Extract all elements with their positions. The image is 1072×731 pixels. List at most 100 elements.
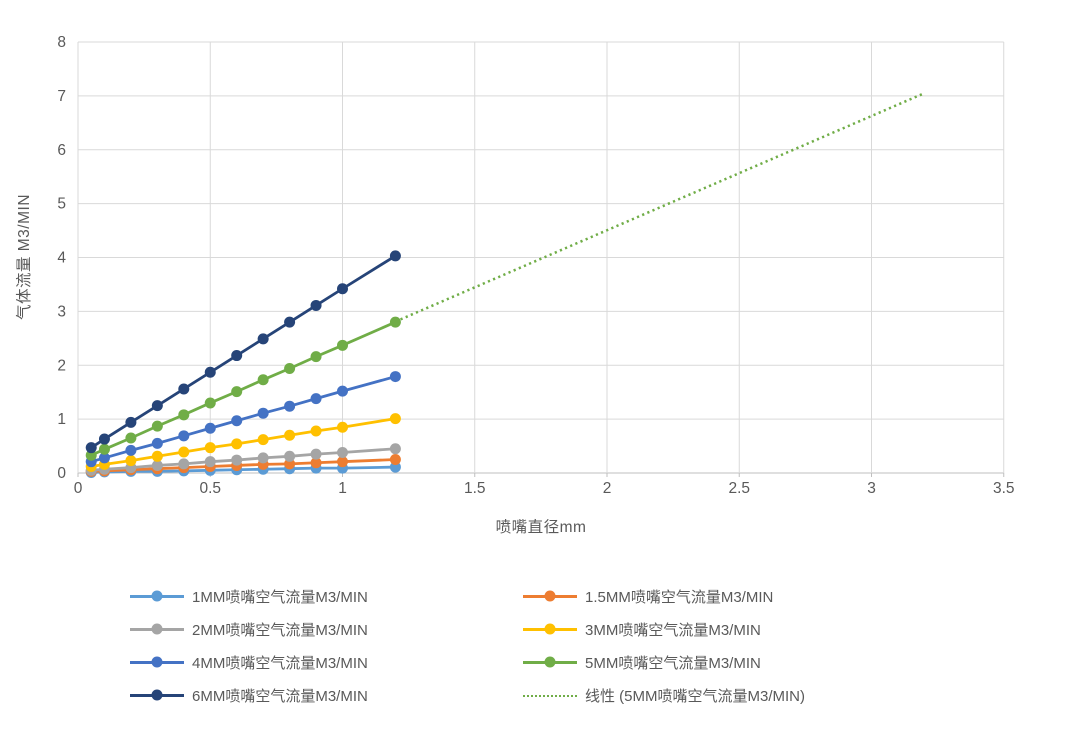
data-point-marker	[337, 339, 348, 351]
data-point-marker	[231, 454, 243, 466]
data-point-marker	[231, 386, 243, 398]
data-point-marker	[310, 351, 322, 363]
data-point-marker	[204, 366, 216, 378]
data-point-marker	[85, 449, 97, 461]
data-point-marker	[151, 450, 163, 462]
svg-text:5: 5	[57, 196, 66, 213]
legend-item-6mm: 6MM喷嘴空气流量M3/MIN	[130, 685, 523, 706]
data-point-marker	[389, 316, 401, 328]
data-point-marker	[125, 432, 137, 444]
data-point-marker	[98, 452, 110, 464]
data-point-marker	[337, 283, 348, 295]
data-point-marker	[284, 400, 296, 412]
data-point-marker	[125, 455, 137, 467]
data-point-marker	[178, 409, 190, 421]
data-point-marker	[178, 446, 190, 458]
legend-item-5mm: 5MM喷嘴空气流量M3/MIN	[523, 652, 805, 673]
data-point-marker	[284, 362, 296, 374]
svg-text:2.5: 2.5	[728, 480, 750, 497]
data-point-marker	[337, 421, 348, 433]
data-point-marker	[178, 383, 190, 395]
data-point-marker	[389, 371, 401, 383]
data-point-marker	[389, 413, 401, 425]
data-point-marker	[257, 374, 269, 386]
svg-text:3.5: 3.5	[993, 480, 1015, 497]
svg-text:6: 6	[57, 142, 66, 159]
data-point-marker	[204, 456, 216, 468]
data-point-marker	[231, 350, 243, 362]
y-axis-tick-labels: 0 1 2 3 4 5 6 7 8	[57, 34, 66, 482]
legend-item-2mm: 2MM喷嘴空气流量M3/MIN	[130, 619, 523, 640]
data-point-marker	[310, 457, 322, 469]
data-point-marker	[98, 443, 110, 455]
trendline-5mm	[394, 92, 925, 323]
svg-text:0.5: 0.5	[199, 480, 221, 497]
svg-text:0: 0	[74, 480, 83, 497]
svg-text:7: 7	[57, 88, 66, 105]
data-point-marker	[337, 385, 348, 397]
data-point-marker	[310, 299, 322, 311]
series-5	[85, 371, 401, 468]
legend-label: 线性 (5MM喷嘴空气流量M3/MIN)	[585, 688, 805, 705]
data-point-marker	[389, 454, 401, 466]
data-point-marker	[85, 442, 97, 454]
svg-text:1: 1	[338, 480, 347, 497]
data-point-marker	[257, 333, 269, 345]
legend-item-1mm: 1MM喷嘴空气流量M3/MIN	[130, 586, 523, 607]
data-point-marker	[389, 443, 401, 455]
data-point-marker	[98, 433, 110, 445]
series-6	[85, 316, 401, 461]
data-point-marker	[337, 447, 348, 459]
data-point-marker	[151, 420, 163, 432]
data-point-marker	[151, 437, 163, 449]
data-point-marker	[204, 397, 216, 409]
data-point-marker	[257, 452, 269, 464]
legend-item-trendline-5mm: 线性 (5MM喷嘴空气流量M3/MIN)	[523, 685, 805, 706]
legend-line-marker-icon	[130, 628, 184, 631]
legend-line-marker-icon	[130, 694, 184, 697]
svg-text:0: 0	[57, 465, 66, 482]
data-point-marker	[337, 456, 348, 468]
data-point-marker	[310, 425, 322, 437]
svg-text:1: 1	[57, 411, 66, 428]
legend-label: 3MM喷嘴空气流量M3/MIN	[585, 622, 761, 639]
svg-text:3: 3	[867, 480, 876, 497]
data-point-marker	[284, 458, 296, 470]
data-point-marker	[151, 400, 163, 412]
legend-line-marker-icon	[523, 661, 577, 664]
svg-text:2: 2	[57, 357, 66, 374]
legend-label: 1MM喷嘴空气流量M3/MIN	[192, 589, 368, 606]
legend-line-marker-icon	[130, 595, 184, 598]
svg-text:2: 2	[603, 480, 612, 497]
svg-text:8: 8	[57, 34, 66, 51]
legend-item-4mm: 4MM喷嘴空气流量M3/MIN	[130, 652, 523, 673]
series-4	[85, 413, 401, 473]
x-axis-title: 喷嘴直径mm	[495, 519, 587, 536]
data-point-marker	[204, 422, 216, 434]
svg-text:4: 4	[57, 250, 66, 267]
legend-label: 5MM喷嘴空气流量M3/MIN	[585, 655, 761, 672]
x-axis-tick-labels: 0 0.5 1 1.5 2 2.5 3 3.5	[74, 480, 1015, 497]
chart-legend: 1MM喷嘴空气流量M3/MIN 1.5MM喷嘴空气流量M3/MIN 2MM喷嘴空…	[130, 586, 805, 706]
data-point-marker	[125, 444, 137, 456]
data-point-marker	[257, 407, 269, 419]
data-point-marker	[231, 415, 243, 427]
data-point-marker	[284, 316, 296, 328]
data-point-marker	[204, 442, 216, 454]
data-point-marker	[389, 250, 401, 262]
legend-line-marker-icon	[130, 661, 184, 664]
data-point-marker	[125, 416, 137, 428]
legend-label: 6MM喷嘴空气流量M3/MIN	[192, 688, 368, 705]
data-point-marker	[284, 429, 296, 441]
legend-line-marker-icon	[523, 628, 577, 631]
data-point-marker	[310, 448, 322, 460]
data-point-marker	[389, 461, 401, 473]
legend-dotted-line-icon	[523, 694, 577, 697]
svg-text:3: 3	[57, 303, 66, 320]
data-point-marker	[178, 458, 190, 470]
legend-item-3mm: 3MM喷嘴空气流量M3/MIN	[523, 619, 805, 640]
svg-text:1.5: 1.5	[464, 480, 486, 497]
legend-label: 1.5MM喷嘴空气流量M3/MIN	[585, 589, 774, 606]
data-point-marker	[178, 430, 190, 442]
